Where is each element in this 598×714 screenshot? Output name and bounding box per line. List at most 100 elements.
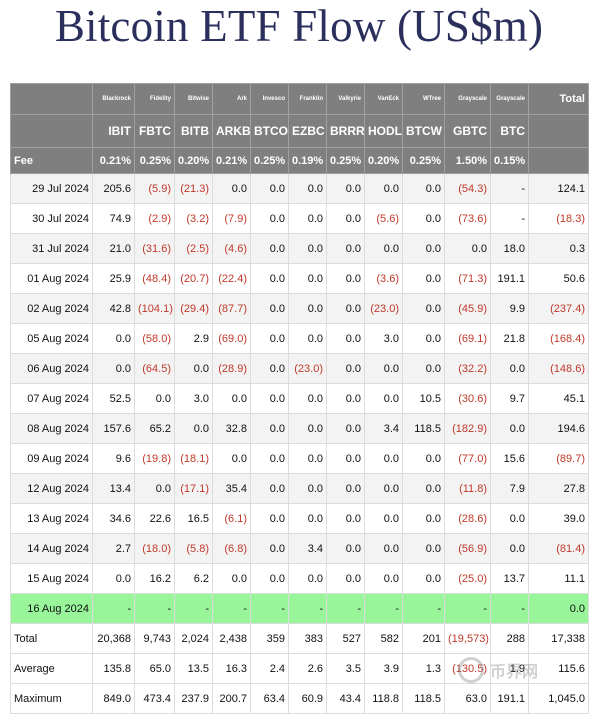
row-total: 0.0: [528, 593, 589, 624]
flow-cell: 0.0: [288, 233, 327, 264]
flow-cell: 0.0: [490, 503, 529, 534]
row-total: (237.4): [528, 293, 589, 324]
summary-label: Average: [10, 653, 93, 684]
fee-value: 0.25%: [402, 147, 445, 174]
flow-cell: 0.0: [288, 383, 327, 414]
issuer-name: Invesco: [250, 83, 289, 115]
flow-cell: 0.0: [402, 533, 445, 564]
flow-cell: 0.0: [326, 293, 365, 324]
summary-row: Average 135.8 65.0 13.5 16.3 2.4 2.6 3.5 3.9 1.3(…: [10, 653, 589, 684]
corner-cell: [10, 114, 93, 148]
flow-cell: (3.2): [174, 203, 213, 234]
ticker-header: BRRR: [326, 114, 365, 148]
flow-cell: 0.0: [212, 173, 251, 204]
flow-cell: (73.6): [444, 203, 491, 234]
summary-cell: 582: [364, 623, 403, 654]
flow-cell: 0.0: [174, 413, 213, 444]
flow-cell: (19.8): [134, 443, 175, 474]
flow-cell: 3.4: [288, 533, 327, 564]
table-row: 15 Aug 2024 0.0 16.2 6.2 0.0 0.0 0.0 0.0 0.0 0.0(…: [10, 563, 589, 594]
summary-cell: 9,743: [134, 623, 175, 654]
row-date: 31 Jul 2024: [10, 233, 93, 264]
row-date: 14 Aug 2024: [10, 533, 93, 564]
row-date: 08 Aug 2024: [10, 413, 93, 444]
flow-cell: 0.0: [326, 323, 365, 354]
flow-cell: -: [444, 593, 491, 624]
flow-cell: (30.6): [444, 383, 491, 414]
flow-cell: 0.0: [490, 353, 529, 384]
summary-cell: 65.0: [134, 653, 175, 684]
row-date: 09 Aug 2024: [10, 443, 93, 474]
total-column-header: Total: [528, 83, 589, 115]
flow-cell: (5.6): [364, 203, 403, 234]
flow-cell: -: [490, 593, 529, 624]
etf-flow-table: Blackrock Fidelity Bitwise Ark Invesco Frankl…: [10, 83, 589, 714]
flow-cell: 42.8: [92, 293, 135, 324]
ticker-header: ARKB: [212, 114, 251, 148]
fee-row: Fee 0.21% 0.25% 0.20% 0.21% 0.25% 0.19% 0.25% 0…: [10, 147, 589, 174]
flow-cell: 3.0: [174, 383, 213, 414]
flow-cell: 34.6: [92, 503, 135, 534]
flow-cell: (21.3): [174, 173, 213, 204]
daily-flow-rows: 29 Jul 2024 205.6 (5.9) (21.3) 0.0 0.0 0.0 0.0 0…: [10, 173, 589, 624]
flow-cell: 35.4: [212, 473, 251, 504]
issuer-name: WTree: [402, 83, 445, 115]
flow-cell: 0.0: [490, 413, 529, 444]
flow-cell: (23.0): [364, 293, 403, 324]
flow-cell: 0.0: [288, 173, 327, 204]
row-date: 15 Aug 2024: [10, 563, 93, 594]
summary-cell: 16.3: [212, 653, 251, 684]
ticker-header: BITB: [174, 114, 213, 148]
corner-cell: [10, 83, 93, 115]
flow-cell: 0.0: [92, 353, 135, 384]
flow-cell: 0.0: [250, 203, 289, 234]
flow-cell: 0.0: [326, 413, 365, 444]
flow-cell: 13.7: [490, 563, 529, 594]
row-date: 02 Aug 2024: [10, 293, 93, 324]
flow-cell: 0.0: [250, 413, 289, 444]
flow-cell: 0.0: [402, 263, 445, 294]
row-total: 27.8: [528, 473, 589, 504]
flow-cell: 0.0: [326, 443, 365, 474]
issuer-name: Blackrock: [92, 83, 135, 115]
table-row: 16 Aug 2024- - - - - - - - - - -0.0: [10, 593, 589, 624]
flow-cell: -: [174, 593, 213, 624]
flow-cell: (6.8): [212, 533, 251, 564]
flow-cell: (17.1): [174, 473, 213, 504]
flow-cell: 0.0: [250, 233, 289, 264]
watermark-logo: 币界网: [458, 650, 578, 690]
summary-cell: 60.9: [288, 683, 327, 714]
issuer-name: Bitwise: [174, 83, 213, 115]
flow-cell: 32.8: [212, 413, 251, 444]
summary-cell: 237.9: [174, 683, 213, 714]
flow-cell: -: [212, 593, 251, 624]
flow-cell: 0.0: [402, 563, 445, 594]
flow-cell: 0.0: [288, 443, 327, 474]
flow-cell: 0.0: [326, 173, 365, 204]
flow-cell: (5.8): [174, 533, 213, 564]
summary-cell: 2,438: [212, 623, 251, 654]
row-total: (89.7): [528, 443, 589, 474]
row-date: 06 Aug 2024: [10, 353, 93, 384]
flow-cell: 0.0: [288, 323, 327, 354]
flow-cell: 0.0: [364, 233, 403, 264]
flow-cell: 0.0: [212, 383, 251, 414]
flow-cell: 2.9: [174, 323, 213, 354]
flow-cell: 0.0: [364, 503, 403, 534]
summary-cell: 2.4: [250, 653, 289, 684]
row-date: 16 Aug 2024: [10, 593, 93, 624]
flow-cell: (2.9): [134, 203, 175, 234]
table-row: 05 Aug 2024 0.0 (58.0) 2.9 (69.0) 0.0 0.0 0.0 3.…: [10, 323, 589, 354]
flow-cell: 2.7: [92, 533, 135, 564]
flow-cell: (77.0): [444, 443, 491, 474]
flow-cell: 0.0: [402, 503, 445, 534]
summary-cell: 473.4: [134, 683, 175, 714]
flow-cell: 9.6: [92, 443, 135, 474]
row-total: (148.6): [528, 353, 589, 384]
table-row: 08 Aug 2024 157.6 65.2 0.0 32.8 0.0 0.0 0.0 3.4 1…: [10, 413, 589, 444]
summary-cell: 63.4: [250, 683, 289, 714]
ticker-header: GBTC: [444, 114, 491, 148]
row-total: 11.1: [528, 563, 589, 594]
flow-cell: -: [134, 593, 175, 624]
flow-cell: (4.6): [212, 233, 251, 264]
